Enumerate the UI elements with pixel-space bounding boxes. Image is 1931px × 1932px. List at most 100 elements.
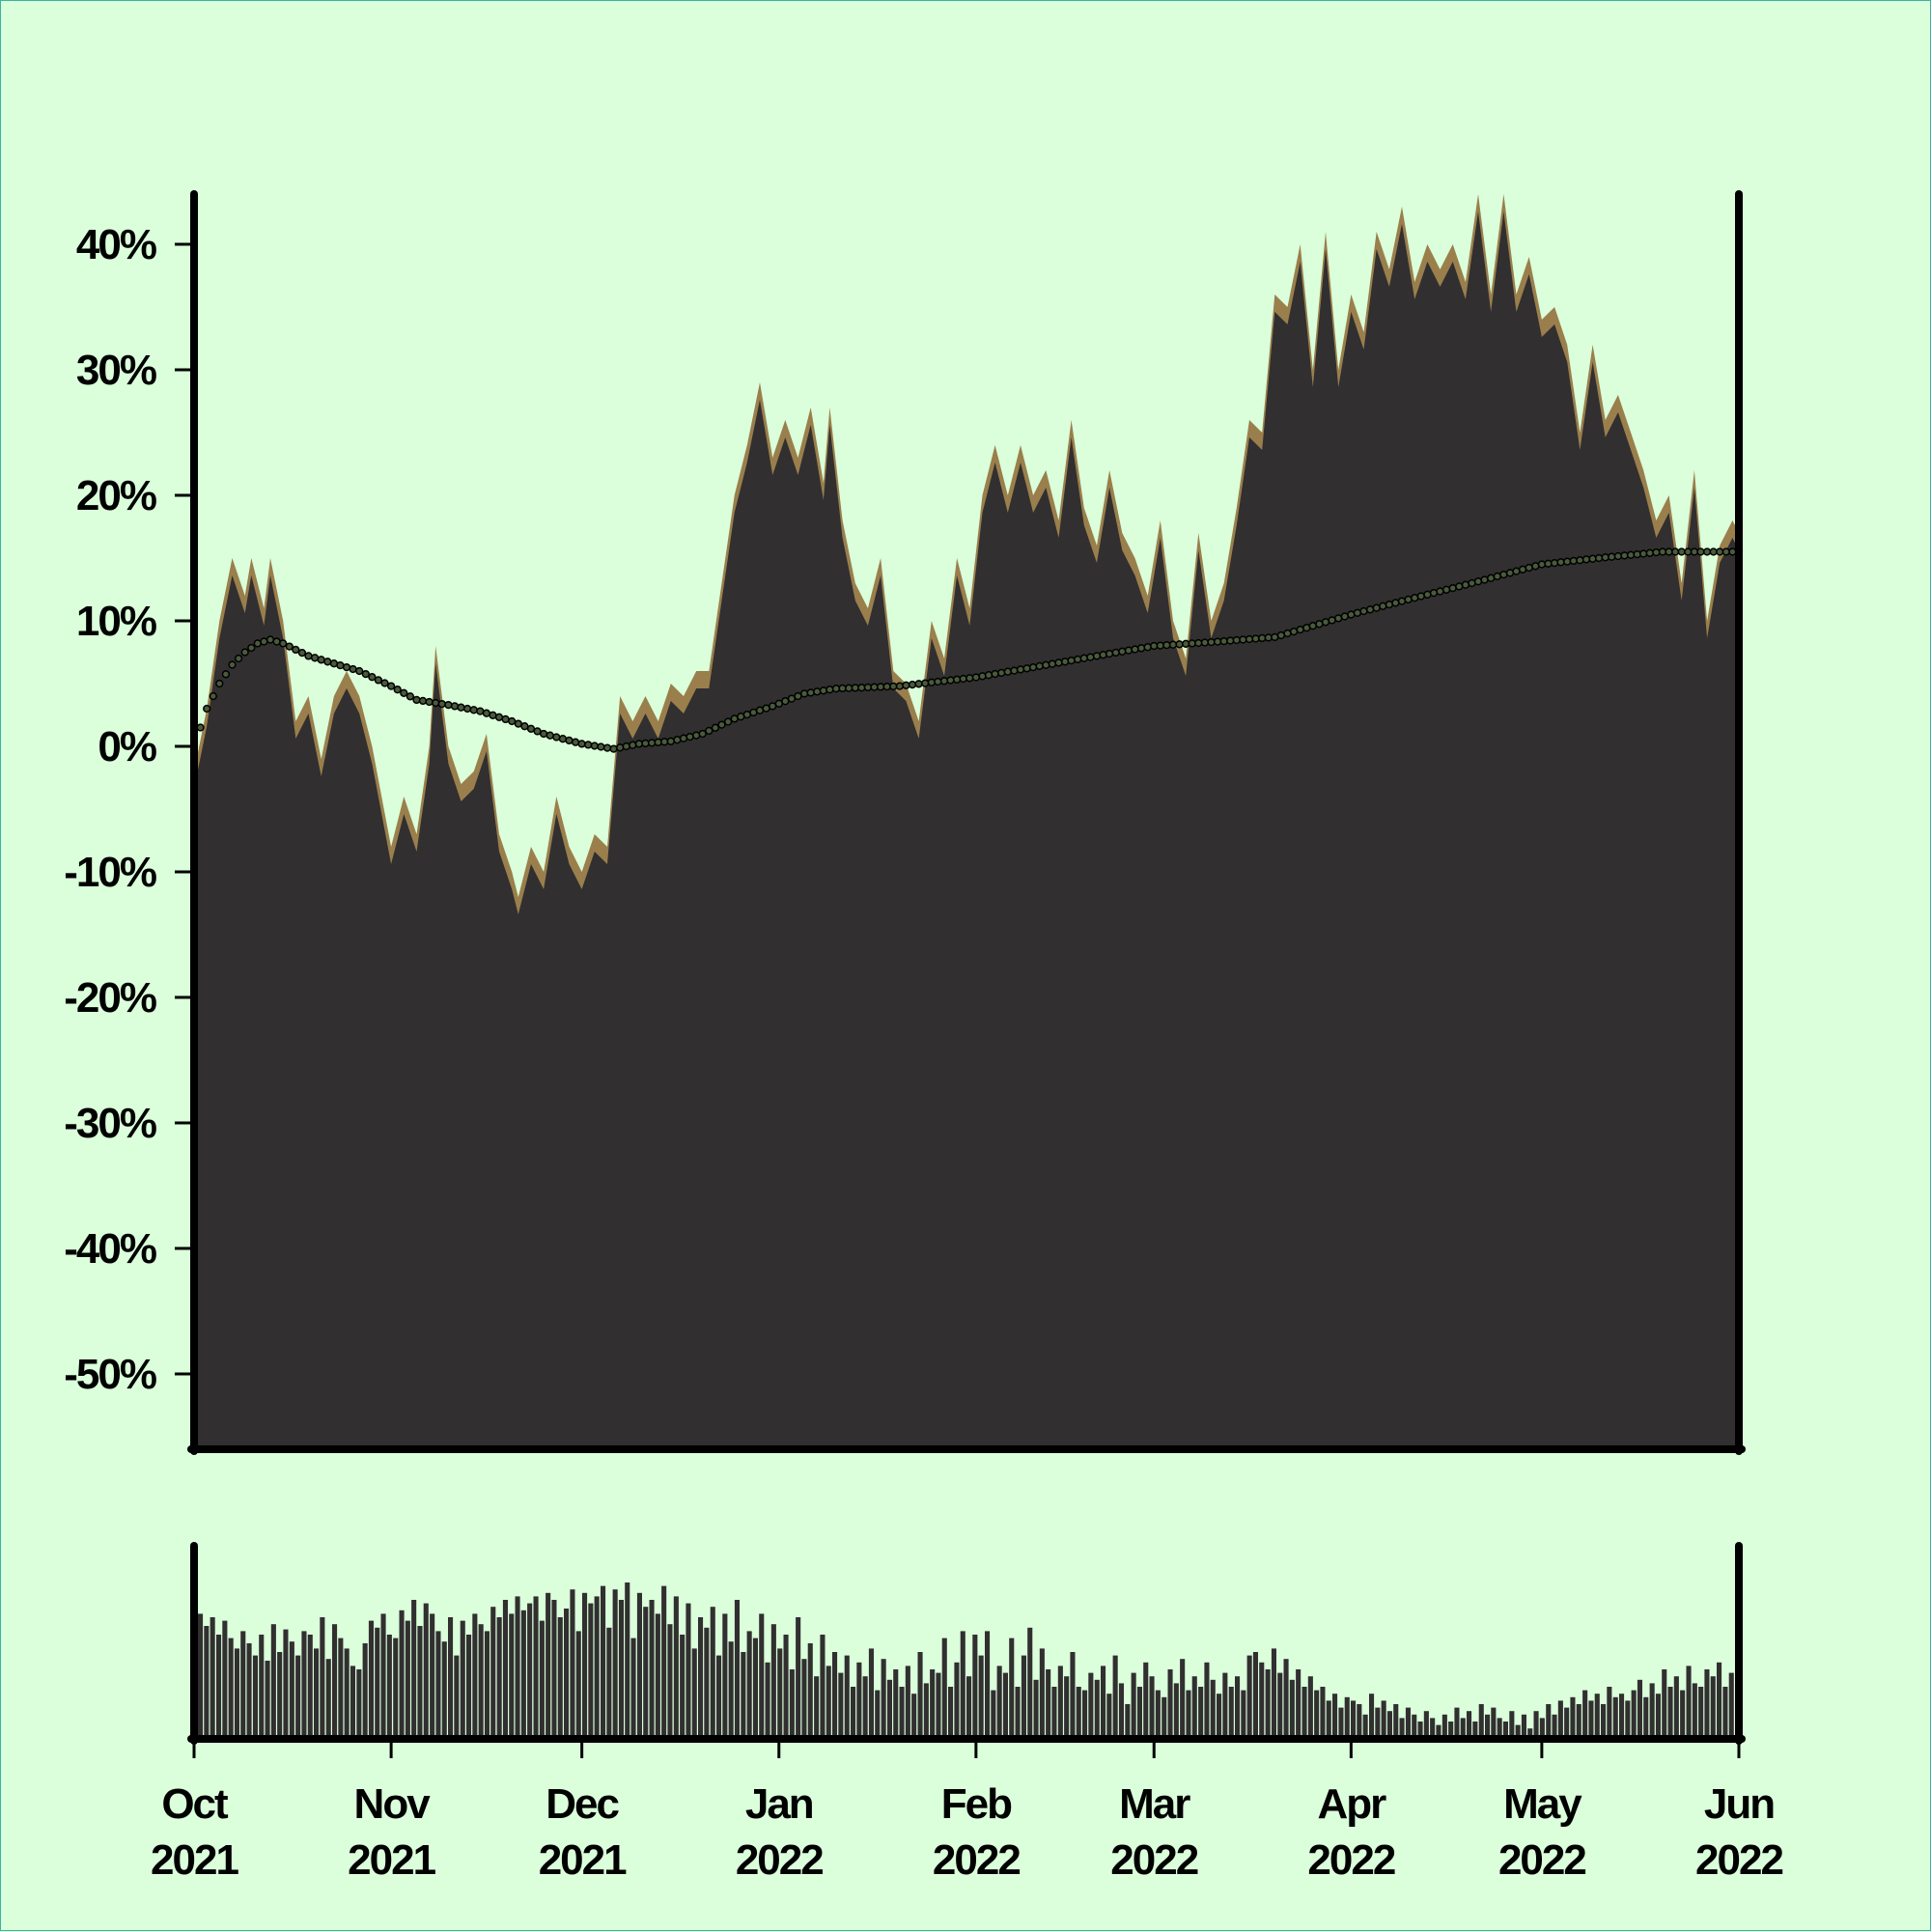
volume-bar <box>1101 1666 1106 1739</box>
x-tick-year: 2021 <box>539 1836 627 1884</box>
volume-bar <box>502 1600 508 1739</box>
volume-bar <box>1204 1662 1210 1739</box>
moving-average-dot <box>1684 547 1693 556</box>
moving-average-dot <box>1150 641 1159 651</box>
volume-bar <box>801 1659 807 1739</box>
moving-average-dot <box>1022 664 1031 673</box>
volume-bar <box>417 1626 423 1739</box>
moving-average-dot <box>1188 639 1196 648</box>
moving-average-dot <box>1411 594 1419 602</box>
moving-average-dot <box>1118 647 1127 656</box>
moving-average-dot <box>1251 634 1260 643</box>
volume-bar <box>539 1620 545 1739</box>
volume-bar <box>649 1600 655 1739</box>
volume-bar <box>1625 1700 1631 1739</box>
volume-bar <box>1235 1676 1241 1739</box>
volume-bar <box>1655 1694 1661 1739</box>
volume-bar <box>216 1635 222 1739</box>
moving-average-dot <box>494 713 504 721</box>
moving-average-dot <box>1048 659 1057 668</box>
moving-average-dot <box>616 743 625 752</box>
volume-bar <box>314 1648 320 1739</box>
volume-bar <box>661 1585 667 1739</box>
volume-bar <box>1369 1694 1375 1739</box>
volume-bar <box>1283 1659 1289 1739</box>
volume-bar <box>570 1589 575 1739</box>
moving-average-dot <box>1353 608 1362 617</box>
moving-average-dot <box>1359 606 1368 616</box>
moving-average-dot <box>1702 547 1712 556</box>
x-tick-year: 2022 <box>1498 1836 1585 1884</box>
moving-average-dot <box>514 719 522 728</box>
moving-average-dot <box>215 679 224 688</box>
moving-average-dot <box>660 738 669 746</box>
moving-average-dot <box>1563 557 1572 566</box>
moving-average-dot <box>444 700 453 710</box>
moving-average-dot <box>196 723 205 732</box>
moving-average-dot <box>882 682 891 691</box>
volume-bar <box>546 1592 551 1739</box>
volume-bar <box>1082 1690 1088 1739</box>
y-tick-label: -50% <box>64 1351 156 1398</box>
moving-average-dot <box>723 717 733 726</box>
volume-bar <box>710 1607 715 1739</box>
volume-bar <box>960 1631 966 1739</box>
moving-average-dot <box>266 635 275 644</box>
moving-average-dot <box>781 697 790 706</box>
moving-average-dot <box>1608 552 1616 561</box>
volume-bar <box>198 1613 204 1739</box>
moving-average-dot <box>692 731 701 740</box>
moving-average-dot <box>971 673 981 682</box>
moving-average-dot <box>991 669 999 679</box>
volume-bar <box>1594 1694 1600 1739</box>
moving-average-dot <box>1099 651 1107 659</box>
volume-bar <box>252 1655 258 1739</box>
volume-bar <box>722 1613 728 1739</box>
moving-average-dot <box>310 654 320 662</box>
moving-average-dot <box>629 741 637 749</box>
moving-average-dot <box>1111 648 1120 658</box>
volume-bar <box>881 1659 886 1739</box>
moving-average-dot <box>1175 640 1184 649</box>
volume-bar <box>246 1643 252 1739</box>
moving-average-dot <box>927 678 936 686</box>
moving-average-dot <box>806 688 815 697</box>
volume-bar <box>1271 1648 1276 1739</box>
moving-average-dot <box>355 666 364 676</box>
moving-average-dot <box>432 698 440 708</box>
moving-average-dot <box>1213 637 1222 646</box>
volume-bar <box>1649 1683 1655 1739</box>
moving-average-dot <box>984 671 993 680</box>
volume-bar <box>954 1662 960 1739</box>
moving-average-dot <box>978 672 987 681</box>
volume-bar <box>875 1690 881 1739</box>
volume-bar <box>1362 1714 1368 1739</box>
x-tick-month: May <box>1503 1780 1582 1828</box>
volume-bar <box>1344 1696 1350 1739</box>
x-axis-ticks: Oct 2021 Nov 2021 Dec 2021 Jan 2022 Feb 2022 Mar 20… <box>151 1739 1784 1884</box>
volume-bar <box>1228 1687 1234 1739</box>
volume-bar <box>905 1666 910 1739</box>
moving-average-dot <box>654 738 662 746</box>
volume-bar <box>1277 1672 1283 1739</box>
moving-average-dot <box>412 695 421 705</box>
moving-average-dot <box>577 740 586 748</box>
volume-bar <box>673 1596 679 1739</box>
volume-bar <box>698 1617 704 1739</box>
volume-bar <box>520 1610 526 1739</box>
volume-bar <box>1448 1722 1454 1739</box>
moving-average-dot <box>1677 547 1686 556</box>
moving-average-dot <box>1581 555 1591 564</box>
volume-bar <box>996 1666 1002 1739</box>
volume-bar <box>1076 1687 1081 1739</box>
moving-average-dot <box>1207 637 1216 647</box>
moving-average-dot <box>673 736 682 744</box>
x-tick-year: 2022 <box>1307 1836 1394 1884</box>
volume-bar <box>1478 1704 1484 1739</box>
volume-bar <box>630 1638 636 1739</box>
volume-bar <box>612 1589 618 1739</box>
volume-bar <box>1296 1669 1301 1739</box>
volume-bar <box>1673 1676 1679 1739</box>
moving-average-dot <box>711 723 720 732</box>
moving-average-dot <box>1569 556 1578 566</box>
